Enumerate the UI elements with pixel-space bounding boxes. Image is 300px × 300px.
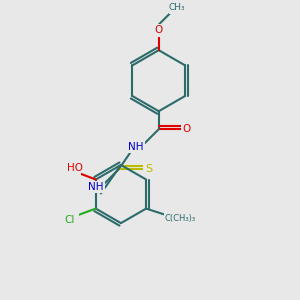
Text: CH₃: CH₃ <box>168 3 185 12</box>
Text: HO: HO <box>67 164 83 173</box>
FancyBboxPatch shape <box>164 212 196 225</box>
FancyBboxPatch shape <box>143 163 155 176</box>
FancyBboxPatch shape <box>148 24 169 37</box>
FancyBboxPatch shape <box>57 163 81 176</box>
FancyBboxPatch shape <box>126 141 145 153</box>
Text: C(CH₃)₃: C(CH₃)₃ <box>165 214 196 223</box>
FancyBboxPatch shape <box>169 1 185 14</box>
Text: NH: NH <box>88 182 103 192</box>
Text: S: S <box>146 164 153 174</box>
Text: Cl: Cl <box>64 214 75 225</box>
FancyBboxPatch shape <box>181 123 193 136</box>
FancyBboxPatch shape <box>57 213 79 226</box>
Text: O: O <box>183 124 191 134</box>
Text: NH: NH <box>128 142 143 152</box>
FancyBboxPatch shape <box>86 181 105 193</box>
Text: O: O <box>154 26 163 35</box>
